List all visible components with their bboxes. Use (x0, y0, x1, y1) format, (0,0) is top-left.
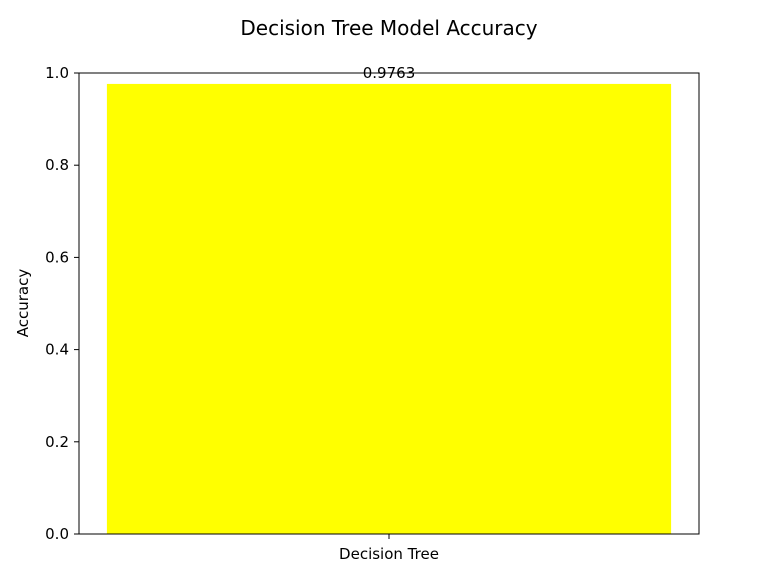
bar (106, 83, 672, 535)
y-tick-label: 0.2 (45, 433, 69, 451)
chart-title: Decision Tree Model Accuracy (240, 16, 537, 40)
y-tick-label: 0.4 (45, 341, 69, 359)
x-tick-label: Decision Tree (339, 545, 439, 563)
bars-group (106, 83, 672, 535)
plot-frame (78, 72, 700, 535)
y-tick-label: 0.6 (45, 248, 69, 266)
y-axis-label: Accuracy (14, 269, 32, 338)
x-axis: Decision Tree (339, 534, 439, 563)
y-tick-label: 0.0 (45, 525, 69, 543)
y-tick-label: 1.0 (45, 64, 69, 82)
y-axis: 0.0 0.2 0.4 0.6 0.8 1.0 (45, 64, 79, 543)
y-tick-label: 0.8 (45, 156, 69, 174)
